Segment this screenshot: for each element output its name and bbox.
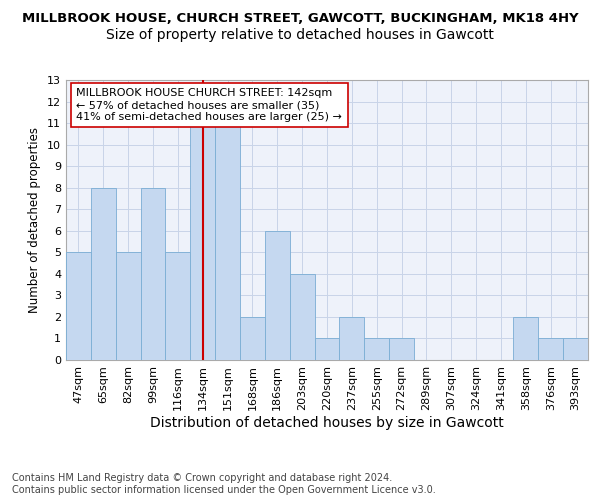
Y-axis label: Number of detached properties: Number of detached properties [28,127,41,313]
Bar [190,123,215,360]
Bar [340,317,364,360]
Bar [538,338,563,360]
Bar [240,317,265,360]
Text: MILLBROOK HOUSE CHURCH STREET: 142sqm
← 57% of detached houses are smaller (35)
: MILLBROOK HOUSE CHURCH STREET: 142sqm ← … [76,88,343,122]
Bar [215,123,240,360]
Bar [116,252,140,360]
Bar [563,338,588,360]
Bar [514,317,538,360]
Bar [364,338,389,360]
Bar [389,338,414,360]
Bar [166,252,190,360]
Bar [66,252,91,360]
Bar [314,338,340,360]
Text: Size of property relative to detached houses in Gawcott: Size of property relative to detached ho… [106,28,494,42]
Text: Contains HM Land Registry data © Crown copyright and database right 2024.
Contai: Contains HM Land Registry data © Crown c… [12,474,436,495]
Text: MILLBROOK HOUSE, CHURCH STREET, GAWCOTT, BUCKINGHAM, MK18 4HY: MILLBROOK HOUSE, CHURCH STREET, GAWCOTT,… [22,12,578,26]
Bar [290,274,314,360]
Bar [91,188,116,360]
Bar [140,188,166,360]
Bar [265,231,290,360]
X-axis label: Distribution of detached houses by size in Gawcott: Distribution of detached houses by size … [150,416,504,430]
